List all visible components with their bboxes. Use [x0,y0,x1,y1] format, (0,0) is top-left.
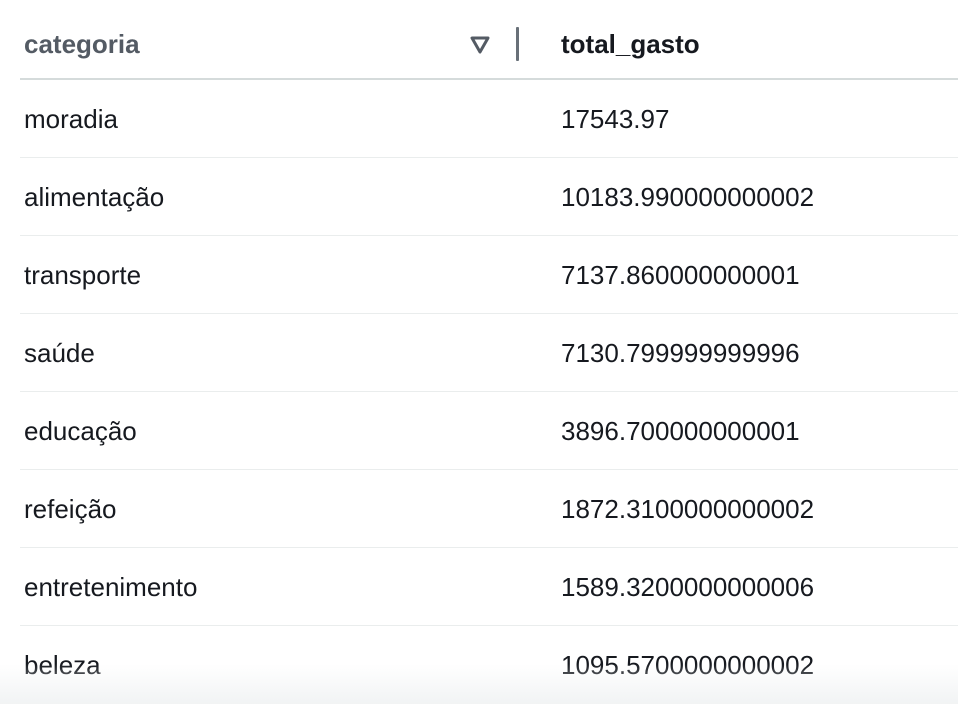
cell-total-gasto: 7137.860000000001 [561,260,800,290]
column-header-categoria[interactable]: categoria [24,29,140,59]
cell-categoria: alimentação [24,182,165,212]
table-row: educação 3896.700000000001 [20,392,958,470]
cell-categoria: beleza [24,650,101,680]
table-row: alimentação 10183.990000000002 [20,158,958,236]
cell-categoria: moradia [24,104,118,134]
table-row: entretenimento 1589.3200000000006 [20,548,958,626]
results-table: categoria total_gasto moradia 17543.97 a… [20,0,958,704]
table-row: moradia 17543.97 [20,80,958,158]
table-row: refeição 1872.3100000000002 [20,470,958,548]
cell-total-gasto: 7130.799999999996 [561,338,800,368]
cell-categoria: entretenimento [24,572,198,602]
cell-total-gasto: 3896.700000000001 [561,416,800,446]
cell-total-gasto: 1872.3100000000002 [561,494,815,524]
table-row: transporte 7137.860000000001 [20,236,958,314]
cell-categoria: refeição [24,494,117,524]
table-row: saúde 7130.799999999996 [20,314,958,392]
cell-total-gasto: 1589.3200000000006 [561,572,815,602]
cell-total-gasto: 1095.5700000000002 [561,650,815,680]
table-row: beleza 1095.5700000000002 [20,626,958,704]
cell-categoria: transporte [24,260,142,290]
column-resize-handle[interactable] [516,27,519,61]
cell-total-gasto: 17543.97 [561,104,670,134]
column-header-total-gasto[interactable]: total_gasto [561,29,700,59]
cell-total-gasto: 10183.990000000002 [561,182,815,212]
table-header: categoria total_gasto [20,0,958,80]
cell-categoria: educação [24,416,137,446]
sort-descending-triangle-icon[interactable] [470,36,490,54]
cell-categoria: saúde [24,338,95,368]
